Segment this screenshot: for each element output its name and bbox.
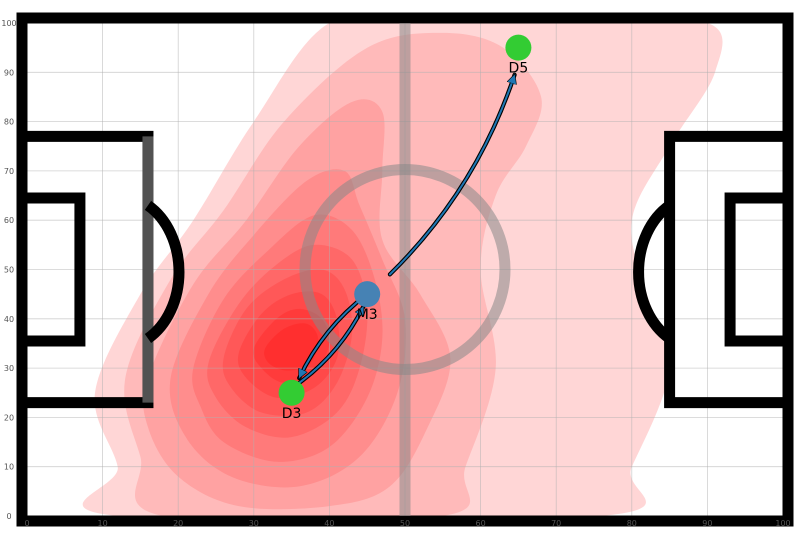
pitch-boundary — [16, 12, 794, 527]
y-tick-label-5: 50 — [4, 266, 14, 275]
right-penalty-arc — [633, 200, 673, 344]
x-tick-label-0: 0 — [24, 519, 29, 528]
x-tick-label-5: 50 — [400, 519, 410, 528]
heat-contour-1 — [124, 32, 542, 516]
y-tick-label-10: 100 — [1, 19, 16, 28]
player-label-M3: M3 — [357, 307, 378, 323]
right-penalty-area — [664, 130, 783, 409]
x-tick-label-3: 30 — [249, 519, 259, 528]
x-tick-label-1: 10 — [98, 519, 108, 528]
y-tick-label-8: 80 — [4, 118, 14, 127]
player-label-D5: D5 — [509, 61, 529, 77]
player-marker-D3 — [278, 379, 305, 406]
tick-labels: 0 10 20 30 40 50 60 70 80 90 100 0 10 20 30 40 50 60 70 80 9… — [1, 19, 790, 528]
heat-contour-2 — [143, 99, 451, 510]
players: D3 M3 D5 — [278, 34, 532, 422]
x-tick-label-7: 70 — [551, 519, 561, 528]
heat-contour-6 — [222, 269, 353, 416]
player-marker-D5 — [505, 34, 532, 61]
y-tick-label-3: 30 — [4, 364, 14, 373]
x-tick-label-4: 40 — [324, 519, 334, 528]
right-six-yard-box — [724, 192, 783, 347]
x-tick-label-6: 60 — [476, 519, 486, 528]
heat-contour-5 — [207, 244, 368, 438]
heat-contour-9 — [264, 323, 319, 371]
heat-contour-8 — [253, 308, 330, 383]
player-marker-M3 — [354, 281, 381, 308]
y-tick-label-6: 60 — [4, 216, 14, 225]
y-tick-label-4: 40 — [4, 315, 14, 324]
y-tick-label-1: 10 — [4, 463, 14, 472]
x-tick-label-8: 80 — [627, 519, 637, 528]
heat-contour-3 — [169, 169, 406, 488]
x-tick-label-10: 100 — [775, 519, 790, 528]
pass-arrow-D3-M3 — [298, 307, 365, 384]
pitch-markings — [16, 12, 794, 527]
pass-arrow-M3-D5 — [388, 75, 515, 276]
y-tick-label-2: 20 — [4, 413, 14, 422]
center-circle — [299, 164, 511, 375]
x-tick-label-9: 90 — [702, 519, 712, 528]
y-tick-label-7: 70 — [4, 167, 14, 176]
x-tick-label-2: 20 — [173, 519, 183, 528]
heat-contour-4 — [192, 214, 383, 462]
y-tick-label-0: 0 — [6, 512, 11, 521]
left-six-yard-box — [27, 192, 86, 347]
left-penalty-arc — [144, 200, 185, 344]
player-label-D3: D3 — [282, 406, 302, 422]
y-tick-label-9: 90 — [4, 68, 14, 77]
